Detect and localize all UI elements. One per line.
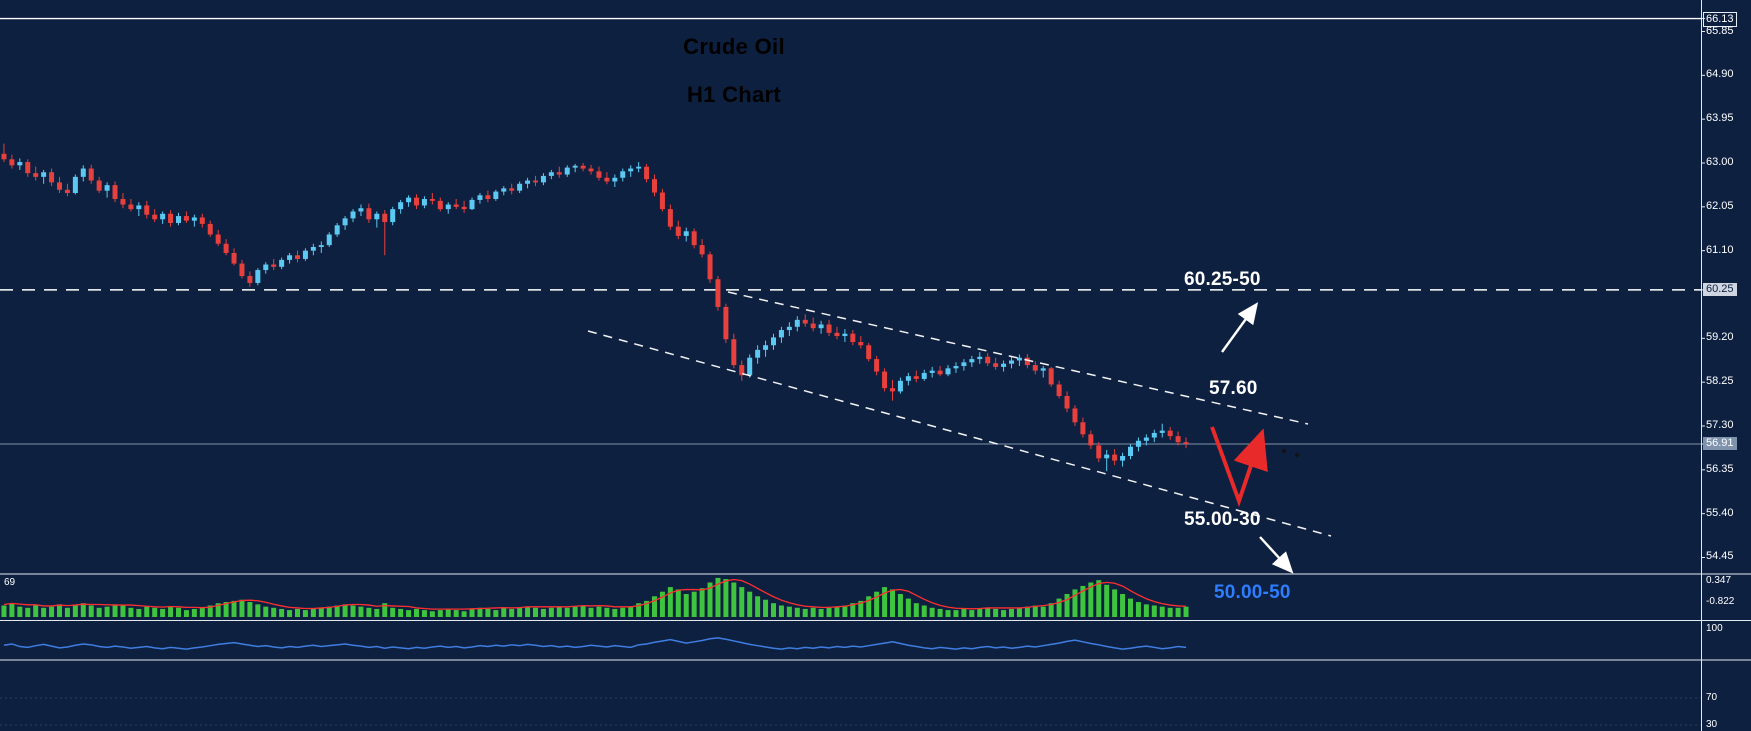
red-arrow	[1210, 426, 1268, 508]
price-scale-label: 56.91	[1703, 436, 1737, 450]
price-scale-label: 59.20	[1706, 331, 1734, 344]
oscillator-left-label: 69	[4, 577, 16, 588]
annotation-resistance-zone: 60.25-50	[1184, 269, 1261, 290]
price-scale-label: 54.45	[1706, 550, 1734, 563]
lower-oscillator-line	[3, 637, 1187, 650]
indicator-scale-label: 70	[1706, 692, 1718, 703]
price-scale-label: 56.35	[1706, 462, 1734, 475]
price-scale-label: 55.40	[1706, 506, 1734, 519]
price-scale-label: 60.25	[1703, 282, 1737, 296]
chart-subtitle: H1 Chart	[686, 82, 782, 107]
indicator-scale-label: 0.347	[1706, 575, 1732, 586]
price-scale-label: 65.85	[1706, 24, 1734, 37]
indicator-scale-label: 30	[1706, 719, 1718, 730]
price-scale-label: 66.13	[1703, 11, 1737, 27]
price-scale-label: 58.25	[1706, 375, 1734, 388]
dot-mark	[1281, 448, 1287, 454]
annotation-target-zone: 50.00-50	[1214, 582, 1291, 603]
chart-title: Crude Oil	[683, 34, 785, 59]
oscillator-histogram	[1, 577, 1189, 617]
price-scale-label: 64.90	[1706, 68, 1734, 81]
white-arrow	[1259, 536, 1294, 574]
indicator-scale-label: 100	[1706, 623, 1723, 634]
indicator-scale-label: -0.822	[1706, 596, 1735, 607]
annotation-mid-level: 57.60	[1209, 378, 1258, 399]
channel-line	[727, 291, 1309, 425]
price-scale[interactable]: 66.13 65.85 64.90 63.95 63.00 62.05 61.10 60.25…	[1702, 0, 1751, 731]
price-scale-label: 57.30	[1706, 418, 1734, 431]
price-scale-label: 63.00	[1706, 156, 1734, 168]
annotation-support-zone: 55.00-30	[1184, 509, 1261, 530]
oscillator-signal-line	[3, 578, 1187, 610]
price-scale-label: 62.05	[1706, 199, 1734, 212]
price-scale-label: 63.95	[1706, 112, 1734, 125]
channel-line	[587, 330, 1332, 537]
dot-mark	[1294, 452, 1300, 458]
price-scale-label: 61.10	[1706, 243, 1734, 256]
white-arrow	[1221, 302, 1259, 353]
candlestick-series	[1, 143, 1189, 472]
